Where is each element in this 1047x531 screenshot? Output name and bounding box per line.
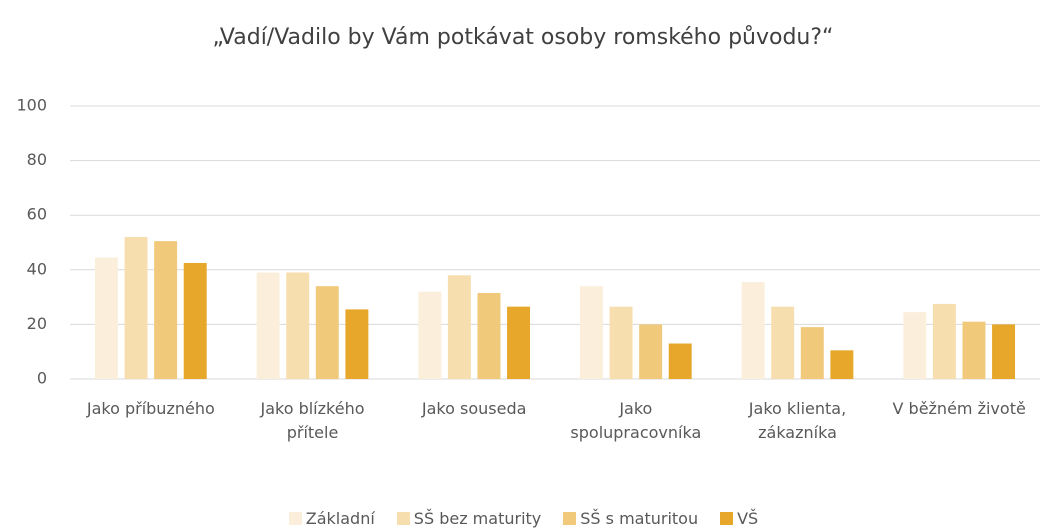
- bar: [507, 306, 531, 379]
- legend-label: SŠ s maturitou: [580, 509, 699, 528]
- bar: [418, 291, 442, 379]
- bar: [579, 286, 603, 379]
- y-tick-label: 0: [37, 369, 47, 388]
- bar: [477, 293, 501, 379]
- bar: [447, 275, 471, 379]
- bar: [741, 282, 765, 379]
- x-tick-label: V běžném životě: [892, 399, 1026, 418]
- bar: [609, 306, 633, 379]
- y-tick-label: 100: [16, 96, 47, 115]
- bar: [94, 257, 118, 379]
- bar: [771, 306, 795, 379]
- legend: Základní SŠ bez maturity SŠ s maturitou VŠ: [0, 509, 1047, 528]
- bar: [800, 327, 824, 379]
- legend-swatch: [720, 512, 734, 525]
- y-tick-label: 40: [27, 259, 47, 278]
- legend-item: VŠ: [720, 509, 758, 528]
- legend-label: VŠ: [737, 509, 759, 528]
- legend-swatch: [288, 512, 302, 525]
- bar: [154, 241, 178, 379]
- x-tick-label: Jako příbuzného: [86, 399, 215, 418]
- legend-label: SŠ bez maturity: [413, 509, 542, 528]
- bar: [315, 286, 339, 379]
- bar: [286, 272, 310, 379]
- bar: [124, 237, 148, 379]
- y-tick-label: 80: [27, 150, 47, 169]
- bar: [962, 321, 986, 379]
- y-tick-label: 20: [27, 314, 47, 333]
- y-tick-label: 60: [27, 205, 47, 224]
- legend-swatch: [396, 512, 410, 525]
- bar: [183, 262, 207, 379]
- bar: [903, 312, 927, 379]
- legend-item: Základní: [288, 509, 375, 528]
- bar: [992, 324, 1016, 379]
- bar: [932, 303, 956, 379]
- x-tick-label: Jako klienta, zákazníka: [748, 399, 847, 442]
- legend-label: Základní: [305, 509, 375, 528]
- bar: [639, 324, 663, 379]
- bar: [668, 343, 692, 379]
- bar: [830, 350, 854, 379]
- legend-item: SŠ s maturitou: [563, 509, 698, 528]
- x-tick-label: Jako spolupracovníka: [570, 399, 702, 442]
- legend-swatch: [563, 512, 577, 525]
- chart-title: „Vadí/Vadilo by Vám potkávat osoby romsk…: [213, 25, 834, 50]
- x-tick-label: Jako blízkého přítele: [260, 399, 365, 442]
- bar: [256, 272, 280, 379]
- bar: [345, 309, 369, 379]
- legend-item: SŠ bez maturity: [396, 509, 542, 528]
- x-tick-label: Jako souseda: [421, 399, 527, 418]
